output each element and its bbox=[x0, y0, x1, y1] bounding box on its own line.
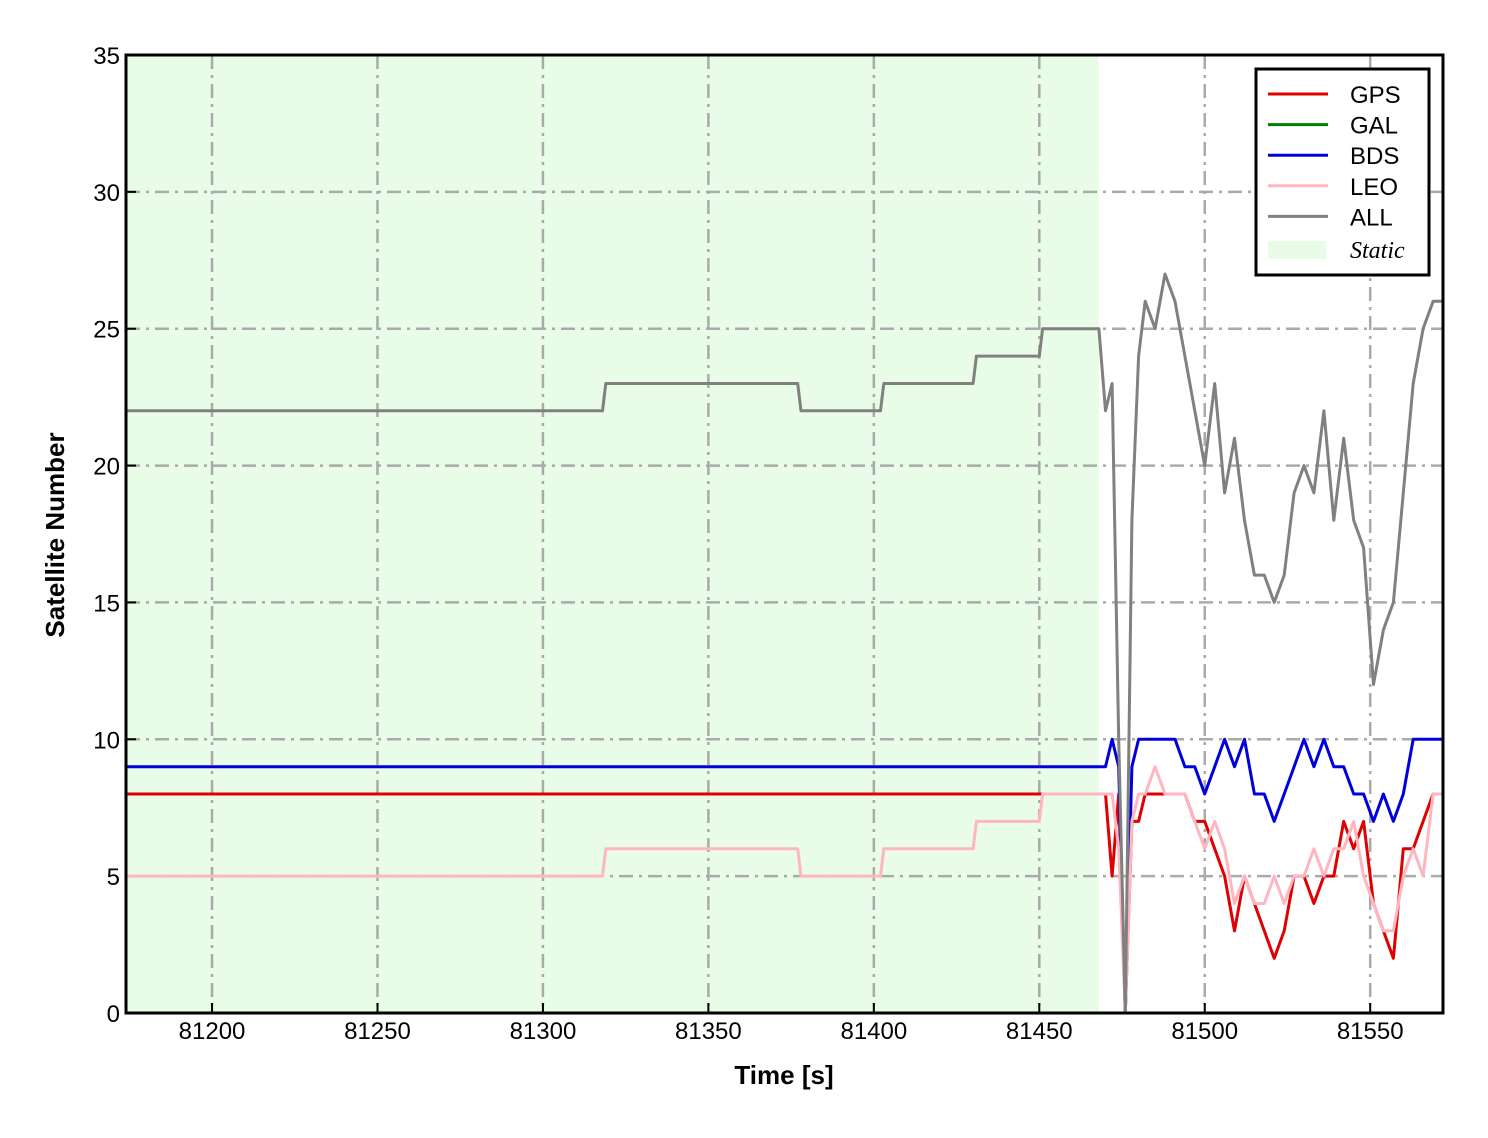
x-tick-label: 81450 bbox=[1006, 1018, 1073, 1045]
y-tick-label: 35 bbox=[93, 43, 120, 70]
series-line bbox=[126, 792, 1443, 1015]
x-tick-label: 81500 bbox=[1171, 1018, 1238, 1045]
x-tick-label: 81250 bbox=[344, 1018, 411, 1045]
x-tick-label: 81350 bbox=[675, 1018, 742, 1045]
legend-box bbox=[1254, 67, 1431, 277]
y-tick-label: 20 bbox=[93, 454, 120, 481]
y-tick-label: 5 bbox=[107, 864, 120, 891]
x-tick-label: 81400 bbox=[840, 1018, 907, 1045]
x-tick-label: 81200 bbox=[179, 1018, 246, 1045]
x-tick-label: 81300 bbox=[510, 1018, 577, 1045]
plot-frame bbox=[124, 53, 1445, 1015]
legend-swatch bbox=[1268, 241, 1326, 259]
legend-label: BDS bbox=[1350, 143, 1399, 170]
x-tick-label: 81550 bbox=[1337, 1018, 1404, 1045]
y-tick-label: 25 bbox=[93, 317, 120, 344]
x-axis-label: Time [s] bbox=[734, 1060, 833, 1090]
y-tick-label: 10 bbox=[93, 727, 120, 754]
legend-label: LEO bbox=[1350, 174, 1398, 201]
y-tick-label: 0 bbox=[107, 1001, 120, 1028]
series-line bbox=[126, 272, 1443, 1015]
y-tick-label: 30 bbox=[93, 180, 120, 207]
static-span bbox=[126, 55, 1099, 1013]
legend-label: Static bbox=[1350, 238, 1405, 264]
series-line bbox=[126, 765, 1443, 1015]
series-line bbox=[126, 737, 1443, 1015]
legend-label: GAL bbox=[1350, 113, 1398, 140]
legend-label: GPS bbox=[1350, 82, 1401, 109]
y-tick-label: 15 bbox=[93, 590, 120, 617]
legend-label: ALL bbox=[1350, 204, 1393, 231]
y-axis-label: Satellite Number bbox=[40, 432, 70, 637]
